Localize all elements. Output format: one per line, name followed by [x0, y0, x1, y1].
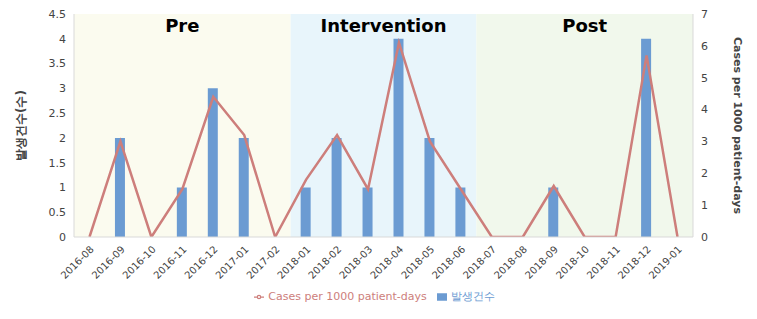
svg-text:Post: Post [562, 15, 607, 36]
svg-text:2018-04: 2018-04 [368, 243, 406, 281]
svg-text:발생건수(수): 발생건수(수) [14, 90, 28, 161]
svg-text:2018-07: 2018-07 [460, 243, 499, 281]
html-text:Cases per 1000 patient-days: Cases per 1000 patient-days [268, 290, 427, 303]
svg-text:2.5: 2.5 [49, 107, 67, 120]
svg-text:1: 1 [59, 181, 66, 194]
svg-text:2018-08: 2018-08 [491, 243, 530, 281]
svg-text:2017-02: 2017-02 [244, 244, 281, 281]
svg-text:2018-05: 2018-05 [399, 244, 436, 281]
svg-text:2: 2 [59, 132, 66, 145]
svg-text:2017-01: 2017-01 [213, 243, 251, 281]
svg-text:3: 3 [701, 135, 708, 148]
svg-text:2016-11: 2016-11 [151, 243, 189, 281]
svg-text:2018-09: 2018-09 [522, 243, 561, 281]
svg-text:2016-09: 2016-09 [90, 244, 127, 281]
svg-text:2018-10: 2018-10 [554, 244, 591, 281]
svg-text:4.5: 4.5 [49, 8, 67, 21]
svg-text:Pre: Pre [165, 15, 199, 36]
svg-text:2018-06: 2018-06 [430, 243, 468, 281]
svg-text:0.5: 0.5 [49, 206, 67, 219]
svg-text:3: 3 [59, 82, 66, 95]
svg-text:2018-01: 2018-01 [275, 243, 313, 281]
svg-text:2018-03: 2018-03 [337, 243, 375, 281]
svg-text:2019-01: 2019-01 [647, 244, 684, 281]
svg-text:0: 0 [59, 231, 66, 244]
svg-text:2016-10: 2016-10 [120, 243, 158, 281]
svg-text:1: 1 [701, 199, 708, 212]
svg-text:Cases per 1000 patient-days: Cases per 1000 patient-days [731, 37, 744, 214]
svg-text:4: 4 [701, 103, 708, 116]
svg-text:5: 5 [701, 72, 708, 85]
svg-text:Intervention: Intervention [321, 15, 447, 36]
svg-text:3.5: 3.5 [49, 57, 67, 70]
svg-text:4: 4 [59, 33, 66, 46]
svg-text:2018-12: 2018-12 [615, 243, 653, 281]
svg-text:6: 6 [701, 40, 708, 53]
svg-text:2016-08: 2016-08 [58, 243, 96, 281]
html-text:발생건수: 발생건수 [450, 290, 495, 303]
svg-text:0: 0 [701, 231, 708, 244]
svg-text:2018-11: 2018-11 [584, 243, 623, 281]
svg-text:2018-02: 2018-02 [306, 243, 344, 281]
svg-text:2: 2 [701, 167, 708, 180]
svg-text:7: 7 [701, 8, 708, 21]
svg-text:1.5: 1.5 [49, 157, 67, 170]
svg-text:2016-12: 2016-12 [182, 243, 220, 281]
